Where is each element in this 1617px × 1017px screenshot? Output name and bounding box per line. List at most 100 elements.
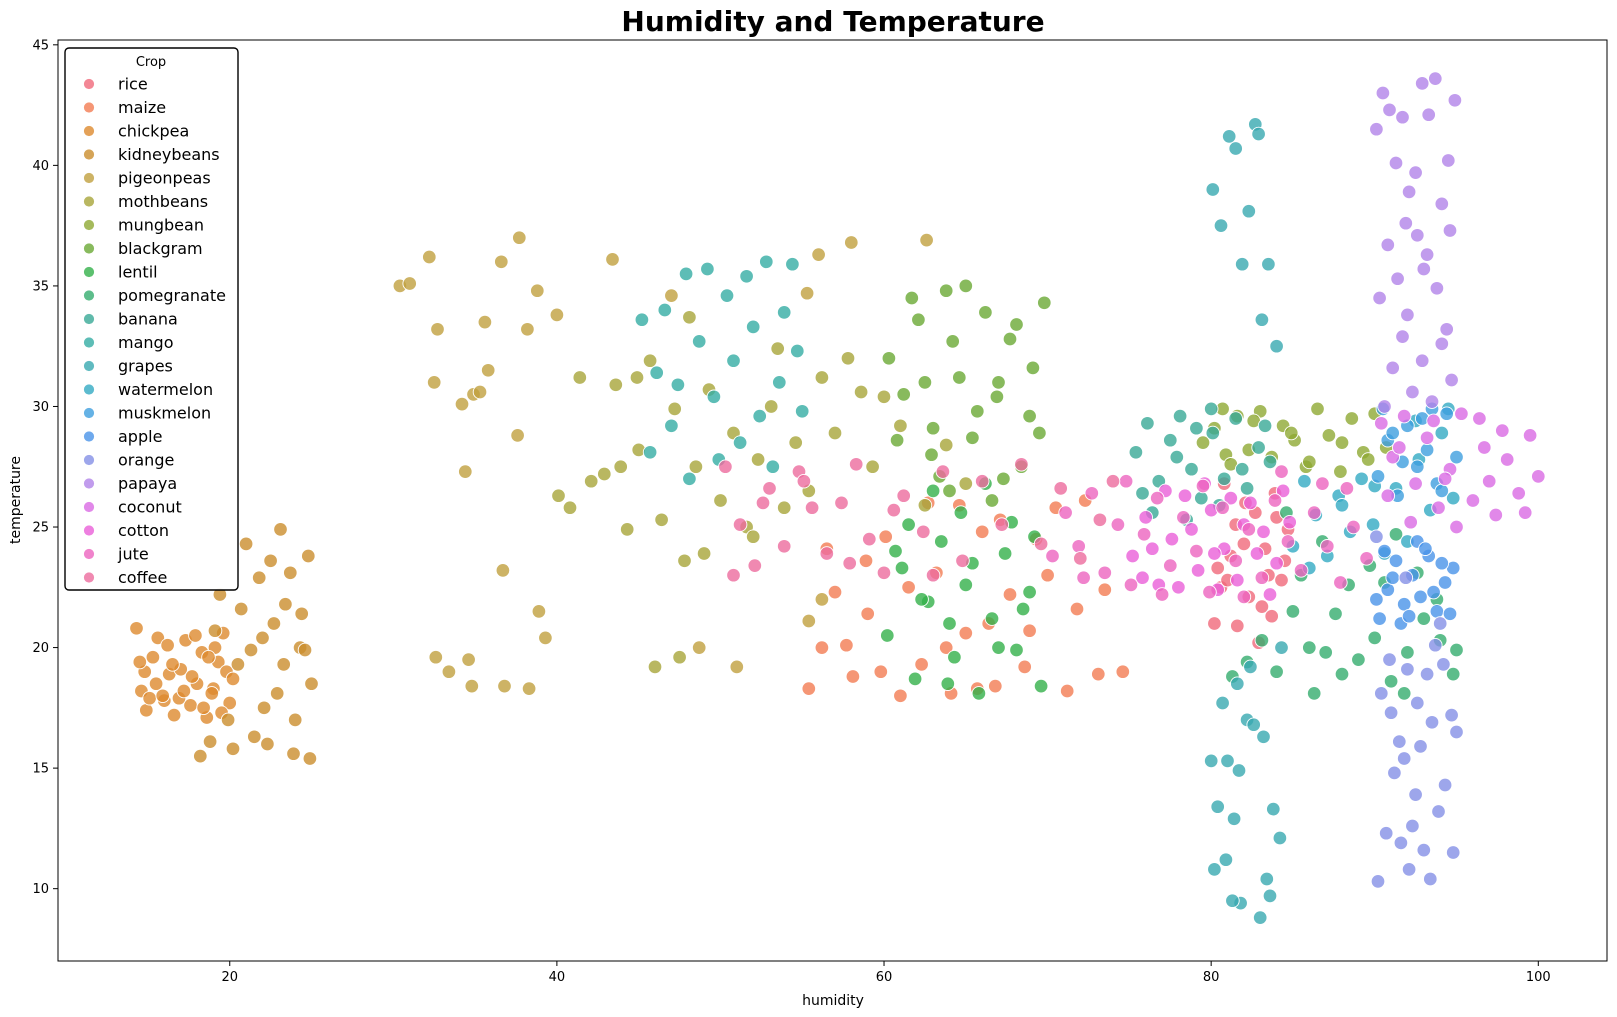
point-pigeonpeas — [811, 247, 826, 262]
point-orange — [1436, 657, 1451, 672]
point-coffee — [876, 565, 892, 581]
point-lentil — [971, 686, 987, 701]
point-coconut — [1477, 440, 1492, 455]
point-lentil — [934, 534, 949, 549]
point-chickpea — [166, 707, 182, 723]
point-blackgram — [965, 430, 980, 446]
legend-marker-pigeonpeas — [83, 172, 95, 184]
point-orange — [1424, 715, 1440, 730]
point-jute — [1071, 539, 1086, 554]
point-mango — [752, 408, 767, 424]
point-grapes — [1218, 852, 1234, 867]
point-cotton — [1207, 546, 1222, 561]
point-pomegranate — [1254, 633, 1270, 648]
legend-entry-jute: jute — [117, 545, 149, 564]
point-jute — [1118, 473, 1134, 489]
point-apple — [1442, 606, 1458, 622]
point-mango — [739, 269, 754, 284]
point-grapes — [1228, 141, 1243, 156]
point-chickpea — [176, 683, 192, 699]
point-apple — [1426, 584, 1441, 600]
point-cotton — [1125, 548, 1140, 564]
point-coconut — [1392, 440, 1407, 455]
point-banana — [1169, 449, 1185, 465]
point-pigeonpeas — [510, 428, 525, 443]
point-coffee — [796, 473, 812, 489]
point-mungbean — [1333, 464, 1348, 479]
legend-marker-pomegranate — [83, 289, 95, 302]
point-apple — [1437, 575, 1453, 590]
point-chickpea — [201, 649, 216, 665]
point-apple — [1388, 553, 1404, 569]
point-maize — [1097, 582, 1113, 597]
legend-entry-banana: banana — [118, 310, 178, 329]
point-papaya — [1434, 196, 1450, 212]
point-blackgram — [911, 312, 926, 327]
point-lentil — [1033, 678, 1049, 694]
point-papaya — [1398, 215, 1414, 231]
point-pigeonpeas — [520, 322, 535, 337]
point-pomegranate — [1383, 674, 1399, 689]
point-coconut — [1403, 514, 1418, 530]
point-orange — [1449, 724, 1464, 740]
point-coffee — [1092, 512, 1108, 528]
point-pomegranate — [1367, 630, 1382, 646]
point-kidneybeans — [297, 642, 313, 658]
point-watermelon — [1445, 490, 1461, 506]
point-mungbean — [1302, 454, 1317, 470]
point-kidneybeans — [263, 553, 278, 569]
point-lentil — [1009, 642, 1024, 658]
point-banana — [1128, 445, 1144, 460]
point-orange — [1423, 871, 1438, 887]
point-pomegranate — [1285, 604, 1301, 619]
point-lentil — [901, 517, 916, 532]
point-pigeonpeas — [426, 375, 442, 390]
point-orange — [1408, 787, 1423, 802]
point-blackgram — [904, 290, 920, 306]
point-rice — [1254, 599, 1270, 614]
point-jute — [1058, 505, 1073, 520]
point-kidneybeans — [193, 748, 208, 764]
point-blackgram — [1002, 331, 1018, 347]
point-jute — [1267, 493, 1283, 508]
point-pigeonpeas — [691, 640, 707, 655]
legend-marker-coconut — [83, 501, 95, 513]
point-orange — [1437, 777, 1453, 793]
legend-entry-mothbeans: mothbeans — [118, 192, 208, 211]
point-pigeonpeas — [477, 314, 493, 330]
point-pigeonpeas — [549, 307, 565, 323]
point-pigeonpeas — [472, 384, 488, 400]
point-jute — [1076, 570, 1091, 585]
point-coffee — [862, 531, 877, 547]
point-pomegranate — [1328, 606, 1343, 622]
point-blackgram — [970, 404, 985, 419]
point-orange — [1410, 695, 1425, 711]
point-mango — [719, 288, 735, 303]
point-banana — [1251, 440, 1266, 455]
point-grapes — [1254, 312, 1270, 327]
point-coffee — [1053, 481, 1068, 496]
point-banana — [1194, 490, 1209, 506]
point-orange — [1370, 874, 1386, 889]
point-mothbeans — [865, 459, 880, 474]
point-mango — [657, 302, 673, 318]
point-grapes — [1246, 717, 1261, 732]
point-pigeonpeas — [454, 396, 470, 412]
point-kidneybeans — [283, 565, 298, 581]
point-grapes — [1221, 129, 1237, 144]
y-tick-label: 20 — [32, 641, 49, 656]
point-chickpea — [148, 676, 164, 691]
point-kidneybeans — [276, 657, 291, 672]
point-grapes — [1231, 763, 1247, 778]
point-pigeonpeas — [521, 681, 537, 696]
point-banana — [1262, 454, 1278, 470]
legend-marker-jute — [83, 548, 95, 560]
point-kidneybeans — [225, 741, 241, 757]
point-mungbean — [1195, 435, 1211, 450]
point-maize — [914, 657, 929, 672]
point-kidneybeans — [230, 657, 246, 672]
point-jute — [1163, 558, 1178, 573]
point-coffee — [755, 495, 771, 511]
point-coffee — [1033, 536, 1049, 552]
point-watermelon — [1354, 471, 1369, 487]
